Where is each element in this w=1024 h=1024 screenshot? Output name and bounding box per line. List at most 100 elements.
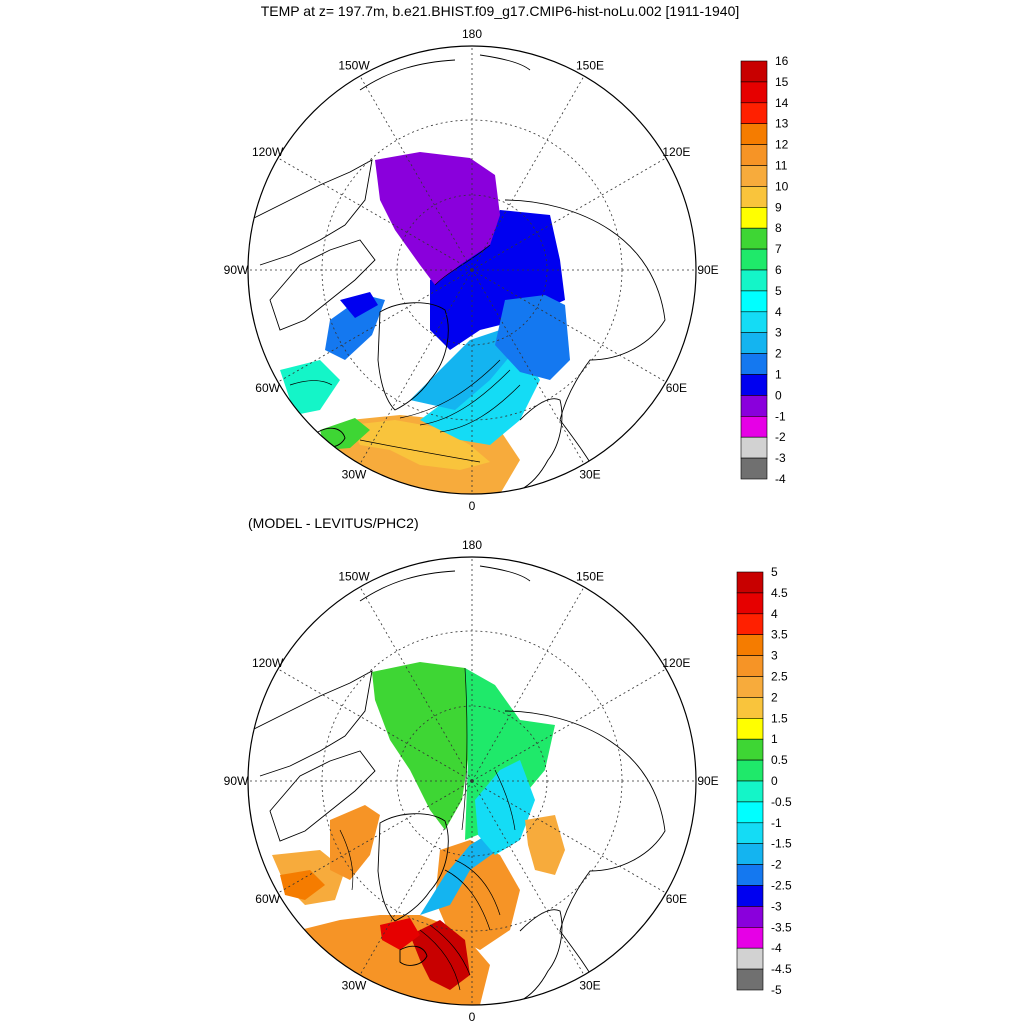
- colorbar-label: -5: [771, 983, 782, 997]
- colorbar-label: 8: [775, 221, 782, 235]
- meridian-line: [277, 269, 473, 383]
- colorbar-swatch: [740, 227, 768, 250]
- scandinavia-coast: [519, 398, 563, 491]
- colorbar-label: 2: [775, 347, 782, 361]
- meridians: [248, 557, 696, 1005]
- colorbar-swatch: [736, 926, 764, 949]
- region-barents-sea: [475, 760, 535, 855]
- north-america-coast: [249, 159, 373, 266]
- longitude-label: 120E: [662, 656, 690, 670]
- region-fram-strait: [410, 330, 515, 410]
- region-fram-strait: [420, 830, 505, 915]
- meridian-line: [471, 780, 585, 976]
- colorbar-label: 14: [775, 96, 789, 110]
- colorbar-label: -3.5: [771, 920, 792, 934]
- contour-line: [429, 924, 471, 976]
- colorbar-swatch: [736, 885, 764, 907]
- colorbar-label: -4: [771, 941, 782, 955]
- longitude-label: 30E: [579, 467, 600, 481]
- colorbar-swatch: [736, 592, 764, 615]
- bottom-longitude-labels: 180 150E 120E 90E 60E 30E 0 30W 60W 90W 120W 150W: [224, 538, 719, 1024]
- colorbar-label: 1: [775, 368, 782, 382]
- colorbar-swatch: [740, 102, 768, 125]
- region-kara-sea: [525, 815, 565, 875]
- colorbar-label: 4: [771, 607, 778, 621]
- bottom-graticule: [248, 557, 696, 1005]
- meridian-line: [277, 780, 473, 894]
- meridians: [248, 46, 696, 494]
- region-labrador-warm: [280, 870, 325, 900]
- colorbar-label: 9: [775, 200, 782, 214]
- colorbar-swatch: [736, 968, 764, 991]
- region-baffin-bay: [330, 805, 380, 880]
- longitude-label: 90W: [224, 263, 249, 277]
- longitude-label: 120W: [252, 145, 284, 159]
- colorbar-swatch: [736, 571, 764, 594]
- region-canada-basin: [375, 152, 500, 285]
- colorbar-label: 5: [771, 565, 778, 579]
- colorbar-swatch: [736, 634, 764, 656]
- scandinavia-coast: [519, 909, 563, 1002]
- colorbar-swatch: [740, 395, 768, 417]
- greenland-coast: [377, 302, 449, 411]
- longitude-label: 60W: [255, 381, 280, 395]
- greenland-coast: [377, 813, 449, 922]
- region-baffin-bay: [325, 295, 385, 360]
- top-longitude-labels: 180 150E 120E 90E 60E 30E 0 30W 60W 90W 120W 150W: [224, 27, 719, 513]
- colorbar-swatch: [740, 186, 768, 208]
- colorbar-swatch: [736, 906, 764, 928]
- iceland-coast: [399, 945, 428, 966]
- contour-line: [419, 929, 461, 991]
- bottom-colorbar: 5 4.5 4 3.5 3 2.5 2 1.5 1 0.5 0 -0.5 -1 -1.5 -2 -2.5 -3 -…: [736, 565, 792, 997]
- meridian-line: [359, 269, 473, 465]
- top-map: [249, 54, 666, 494]
- colorbar-swatch: [740, 436, 768, 459]
- contour-line: [419, 369, 511, 426]
- colorbar-swatch: [736, 759, 764, 782]
- meridian-line: [471, 586, 585, 782]
- colorbar-swatch: [736, 717, 764, 740]
- bottom-map: [249, 565, 666, 1005]
- colorbar-swatch: [740, 374, 768, 396]
- bottom-panel: (MODEL - LEVITUS/PHC2): [224, 515, 792, 1024]
- colorbar-label: 1.5: [771, 711, 788, 725]
- longitude-label: 30W: [342, 978, 367, 992]
- contour-line: [461, 667, 468, 831]
- colorbar-swatch: [736, 843, 764, 865]
- top-map-border: [247, 45, 697, 495]
- colorbar-label: -1: [771, 816, 782, 830]
- contour-line: [444, 869, 491, 931]
- colorbar-label: 2: [771, 690, 778, 704]
- colorbar-label: -2.5: [771, 879, 792, 893]
- meridian-line: [471, 668, 667, 782]
- colorbar-swatch: [740, 311, 768, 333]
- colorbar-label: 2.5: [771, 670, 788, 684]
- region-baffin-deep: [340, 292, 378, 318]
- colorbar-label: 4: [775, 305, 782, 319]
- colorbar-swatch: [740, 144, 768, 166]
- meridian-line: [277, 668, 473, 782]
- meridian-line: [359, 780, 473, 976]
- contour-line: [454, 859, 501, 916]
- region-greenland-sea: [420, 350, 540, 445]
- longitude-label: 180: [462, 27, 482, 41]
- longitude-label: 180: [462, 538, 482, 552]
- colorbar-swatch: [740, 81, 768, 104]
- colorbar-label: 0: [775, 388, 782, 402]
- longitude-label: 60E: [666, 381, 687, 395]
- colorbar-swatch: [736, 697, 764, 719]
- colorbar-swatch: [740, 332, 768, 354]
- colorbar-label: -1.5: [771, 837, 792, 851]
- longitude-label: 30E: [579, 978, 600, 992]
- eurasia-coast: [504, 199, 666, 481]
- contour-line: [289, 380, 333, 386]
- eurasia-coast: [504, 710, 666, 992]
- region-norwegian-warm-halo: [380, 918, 420, 950]
- top-graticule: [248, 46, 696, 494]
- longitude-label: 30W: [342, 467, 367, 481]
- colorbar-label: -0.5: [771, 795, 792, 809]
- longitude-label: 60E: [666, 892, 687, 906]
- colorbar-label: 10: [775, 179, 789, 193]
- colorbar-label: 3: [771, 649, 778, 663]
